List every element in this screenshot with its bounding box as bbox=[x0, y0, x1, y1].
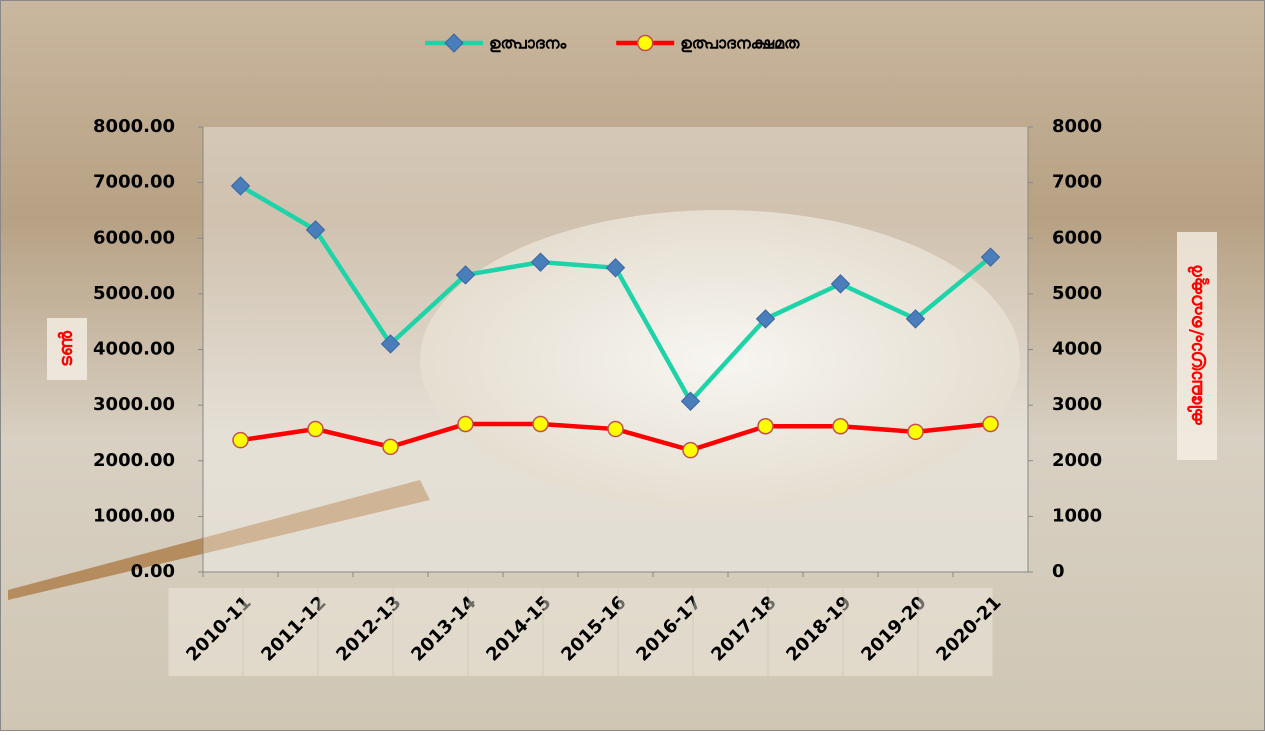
y2-tick-label: 2000 bbox=[1052, 450, 1102, 471]
y2-tick-label: 6000 bbox=[1052, 227, 1102, 248]
x-label-box bbox=[618, 588, 693, 676]
x-label-box bbox=[318, 588, 393, 676]
y2-tick-label: 0 bbox=[1052, 561, 1065, 582]
y2-tick-label: 1000 bbox=[1052, 505, 1102, 526]
y-tick-label: 8000.00 bbox=[93, 116, 175, 137]
point-marker bbox=[830, 274, 851, 294]
y2-tick-label: 3000 bbox=[1052, 394, 1102, 415]
y-tick-label: 0.00 bbox=[131, 561, 175, 582]
x-label-box bbox=[468, 588, 543, 676]
y-axis-title: ടൺ bbox=[56, 330, 77, 367]
y2-label-box bbox=[1177, 232, 1217, 460]
point-marker bbox=[905, 309, 926, 329]
point-marker bbox=[455, 265, 476, 285]
point-marker bbox=[230, 176, 251, 196]
point-marker bbox=[755, 309, 776, 329]
y-tick-label: 3000.00 bbox=[93, 394, 175, 415]
point-marker bbox=[832, 418, 849, 435]
bowl bbox=[420, 210, 1020, 510]
point-marker bbox=[907, 423, 924, 441]
y-tick-label: 6000.00 bbox=[93, 227, 175, 248]
point-marker bbox=[532, 415, 549, 433]
point-marker bbox=[607, 420, 624, 438]
legend-label: ഉത്പാദനം bbox=[489, 34, 568, 53]
legend-label: ഉത്പാദനക്ഷമത bbox=[680, 34, 800, 53]
point-marker bbox=[980, 247, 1001, 267]
x-label-box bbox=[843, 588, 918, 676]
x-label-box bbox=[243, 588, 318, 676]
point-marker bbox=[307, 420, 324, 438]
x-label-box bbox=[393, 588, 468, 676]
point-marker bbox=[457, 415, 474, 433]
y-tick-label: 2000.00 bbox=[93, 450, 175, 471]
point-marker bbox=[757, 418, 774, 435]
y2-tick-label: 4000 bbox=[1052, 339, 1102, 360]
point-marker bbox=[530, 252, 551, 272]
y-tick-label: 5000.00 bbox=[93, 283, 175, 304]
point-marker bbox=[605, 258, 626, 278]
y2-tick-label: 5000 bbox=[1052, 283, 1102, 304]
point-marker bbox=[380, 334, 401, 354]
y-tick-label: 1000.00 bbox=[93, 505, 175, 526]
point-marker bbox=[382, 438, 399, 456]
point-marker bbox=[682, 441, 699, 459]
point-marker bbox=[982, 415, 999, 433]
x-label-box bbox=[693, 588, 768, 676]
point-marker bbox=[680, 391, 701, 411]
point-marker bbox=[444, 33, 464, 53]
plot-area bbox=[203, 127, 1028, 572]
y2-tick-label: 8000 bbox=[1052, 116, 1102, 137]
y-tick-label: 4000.00 bbox=[93, 339, 175, 360]
y2-tick-label: 7000 bbox=[1052, 172, 1102, 193]
spoon-handle bbox=[8, 480, 430, 600]
point-marker bbox=[232, 431, 249, 449]
x-label-box bbox=[918, 588, 993, 676]
x-label-box bbox=[768, 588, 843, 676]
point-marker bbox=[305, 220, 326, 240]
x-label-box bbox=[543, 588, 618, 676]
y-tick-label: 7000.00 bbox=[93, 172, 175, 193]
x-label-box bbox=[168, 588, 243, 676]
y-label-box bbox=[47, 318, 87, 380]
y2-axis-title: കിലോഗ്രാം/ഹെക്ടർ bbox=[1186, 265, 1210, 426]
point-marker bbox=[636, 34, 654, 52]
